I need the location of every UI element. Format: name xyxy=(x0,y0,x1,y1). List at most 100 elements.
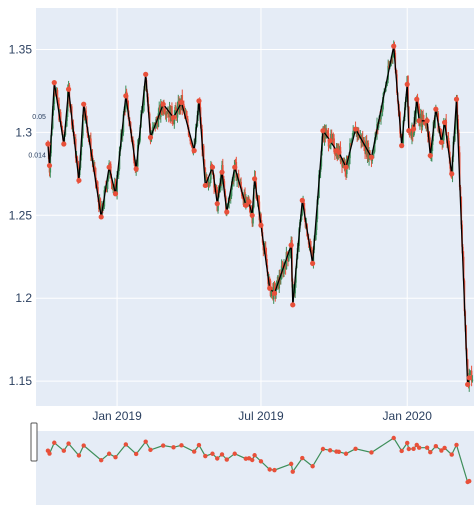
candle-body xyxy=(240,181,242,189)
pivot-point xyxy=(243,202,249,208)
mini-point xyxy=(52,440,57,445)
mini-point xyxy=(454,442,459,448)
y-tick-label: 1.2 xyxy=(15,291,32,305)
pivot-point xyxy=(81,101,87,107)
mini-point xyxy=(224,457,229,462)
pivot-point xyxy=(399,143,405,149)
pivot-point xyxy=(453,96,460,102)
main-plot-area xyxy=(36,8,474,406)
candle-body xyxy=(57,102,60,104)
pivot-point xyxy=(438,139,445,145)
pivot-point xyxy=(414,96,420,102)
mini-point xyxy=(272,467,277,473)
mini-point xyxy=(258,459,264,464)
candle-body xyxy=(245,197,247,204)
candle-body xyxy=(171,106,173,120)
candle-body xyxy=(380,109,382,120)
mini-point xyxy=(179,443,184,448)
candle-body xyxy=(270,289,273,297)
mini-point xyxy=(219,452,225,457)
x-tick-label: Jan 2020 xyxy=(383,409,433,423)
candle-body xyxy=(106,181,109,190)
pivot-point xyxy=(147,134,154,140)
candle-body xyxy=(445,119,447,136)
candle-body xyxy=(56,89,59,103)
mini-point xyxy=(449,452,454,457)
candle-body xyxy=(431,144,433,156)
candle-body xyxy=(281,265,284,267)
candle-body xyxy=(230,186,233,197)
candle-body xyxy=(440,132,443,143)
candle-body xyxy=(351,137,354,140)
annotation-label: 0.05 xyxy=(32,114,46,121)
annotations: 0.05 0.014 xyxy=(28,114,46,159)
candle-body xyxy=(422,114,424,121)
mini-point xyxy=(215,456,220,461)
range-slider-preview xyxy=(45,435,472,485)
pivot-point xyxy=(441,119,448,126)
pivot-point xyxy=(327,138,333,144)
mini-point xyxy=(66,441,71,446)
range-slider[interactable] xyxy=(36,431,474,505)
mini-point xyxy=(327,448,333,453)
candle-body xyxy=(215,185,218,190)
candle-body xyxy=(454,118,457,130)
candle-body xyxy=(352,130,354,138)
candle-body xyxy=(334,152,336,155)
candle-body xyxy=(133,160,136,166)
candle-body xyxy=(428,133,431,143)
candle-body xyxy=(185,113,188,118)
candle-body xyxy=(121,132,124,137)
pivot-point xyxy=(465,381,471,388)
pivot-point xyxy=(202,182,208,189)
candle-body xyxy=(59,112,62,122)
candle-body xyxy=(236,175,238,181)
candle-body xyxy=(265,254,268,266)
pivot-point xyxy=(51,80,57,86)
mini-point xyxy=(250,457,255,463)
candle-body xyxy=(434,115,436,129)
mini-point xyxy=(399,448,404,454)
y-tick-label: 1.15 xyxy=(9,374,33,388)
pivot-point xyxy=(191,148,197,154)
candle-body xyxy=(330,133,333,140)
candle-body xyxy=(448,144,451,158)
pivot-point xyxy=(320,128,326,134)
pivot-point xyxy=(352,126,359,132)
candle-body xyxy=(300,215,303,220)
pivot-point xyxy=(76,177,82,184)
candle-body xyxy=(111,183,114,189)
candle-body xyxy=(53,88,56,104)
pivot-point xyxy=(271,290,278,296)
candle-body xyxy=(280,278,282,280)
mini-point xyxy=(232,451,237,456)
pivot-point xyxy=(98,214,104,220)
candle-body xyxy=(471,379,474,382)
pivot-point xyxy=(449,171,455,177)
candle-body xyxy=(76,156,79,161)
mini-point xyxy=(81,443,86,448)
pivot-point xyxy=(252,176,258,182)
candle-body xyxy=(117,169,120,175)
mini-point xyxy=(148,447,153,453)
candle-body xyxy=(310,247,312,249)
y-tick-label: 1.25 xyxy=(9,208,33,222)
candle-body xyxy=(102,206,105,209)
mini-point xyxy=(196,442,202,448)
pivot-point xyxy=(178,99,185,106)
pivot-point xyxy=(232,164,238,170)
range-slider-handle[interactable] xyxy=(30,422,38,462)
pivot-point xyxy=(65,86,72,92)
candle-body xyxy=(107,174,110,182)
candle-body xyxy=(186,117,188,119)
mini-point xyxy=(411,446,416,451)
candle-body xyxy=(165,112,168,116)
candle-body xyxy=(386,79,389,84)
mini-point xyxy=(405,440,410,446)
candle-body xyxy=(49,153,52,173)
mini-point xyxy=(442,445,447,451)
candle-body xyxy=(439,131,442,133)
x-tick-labels: Jan 2019 Jul 2019 Jan 2020 xyxy=(92,409,432,423)
candle-body xyxy=(175,107,177,111)
candle-body xyxy=(96,185,99,188)
